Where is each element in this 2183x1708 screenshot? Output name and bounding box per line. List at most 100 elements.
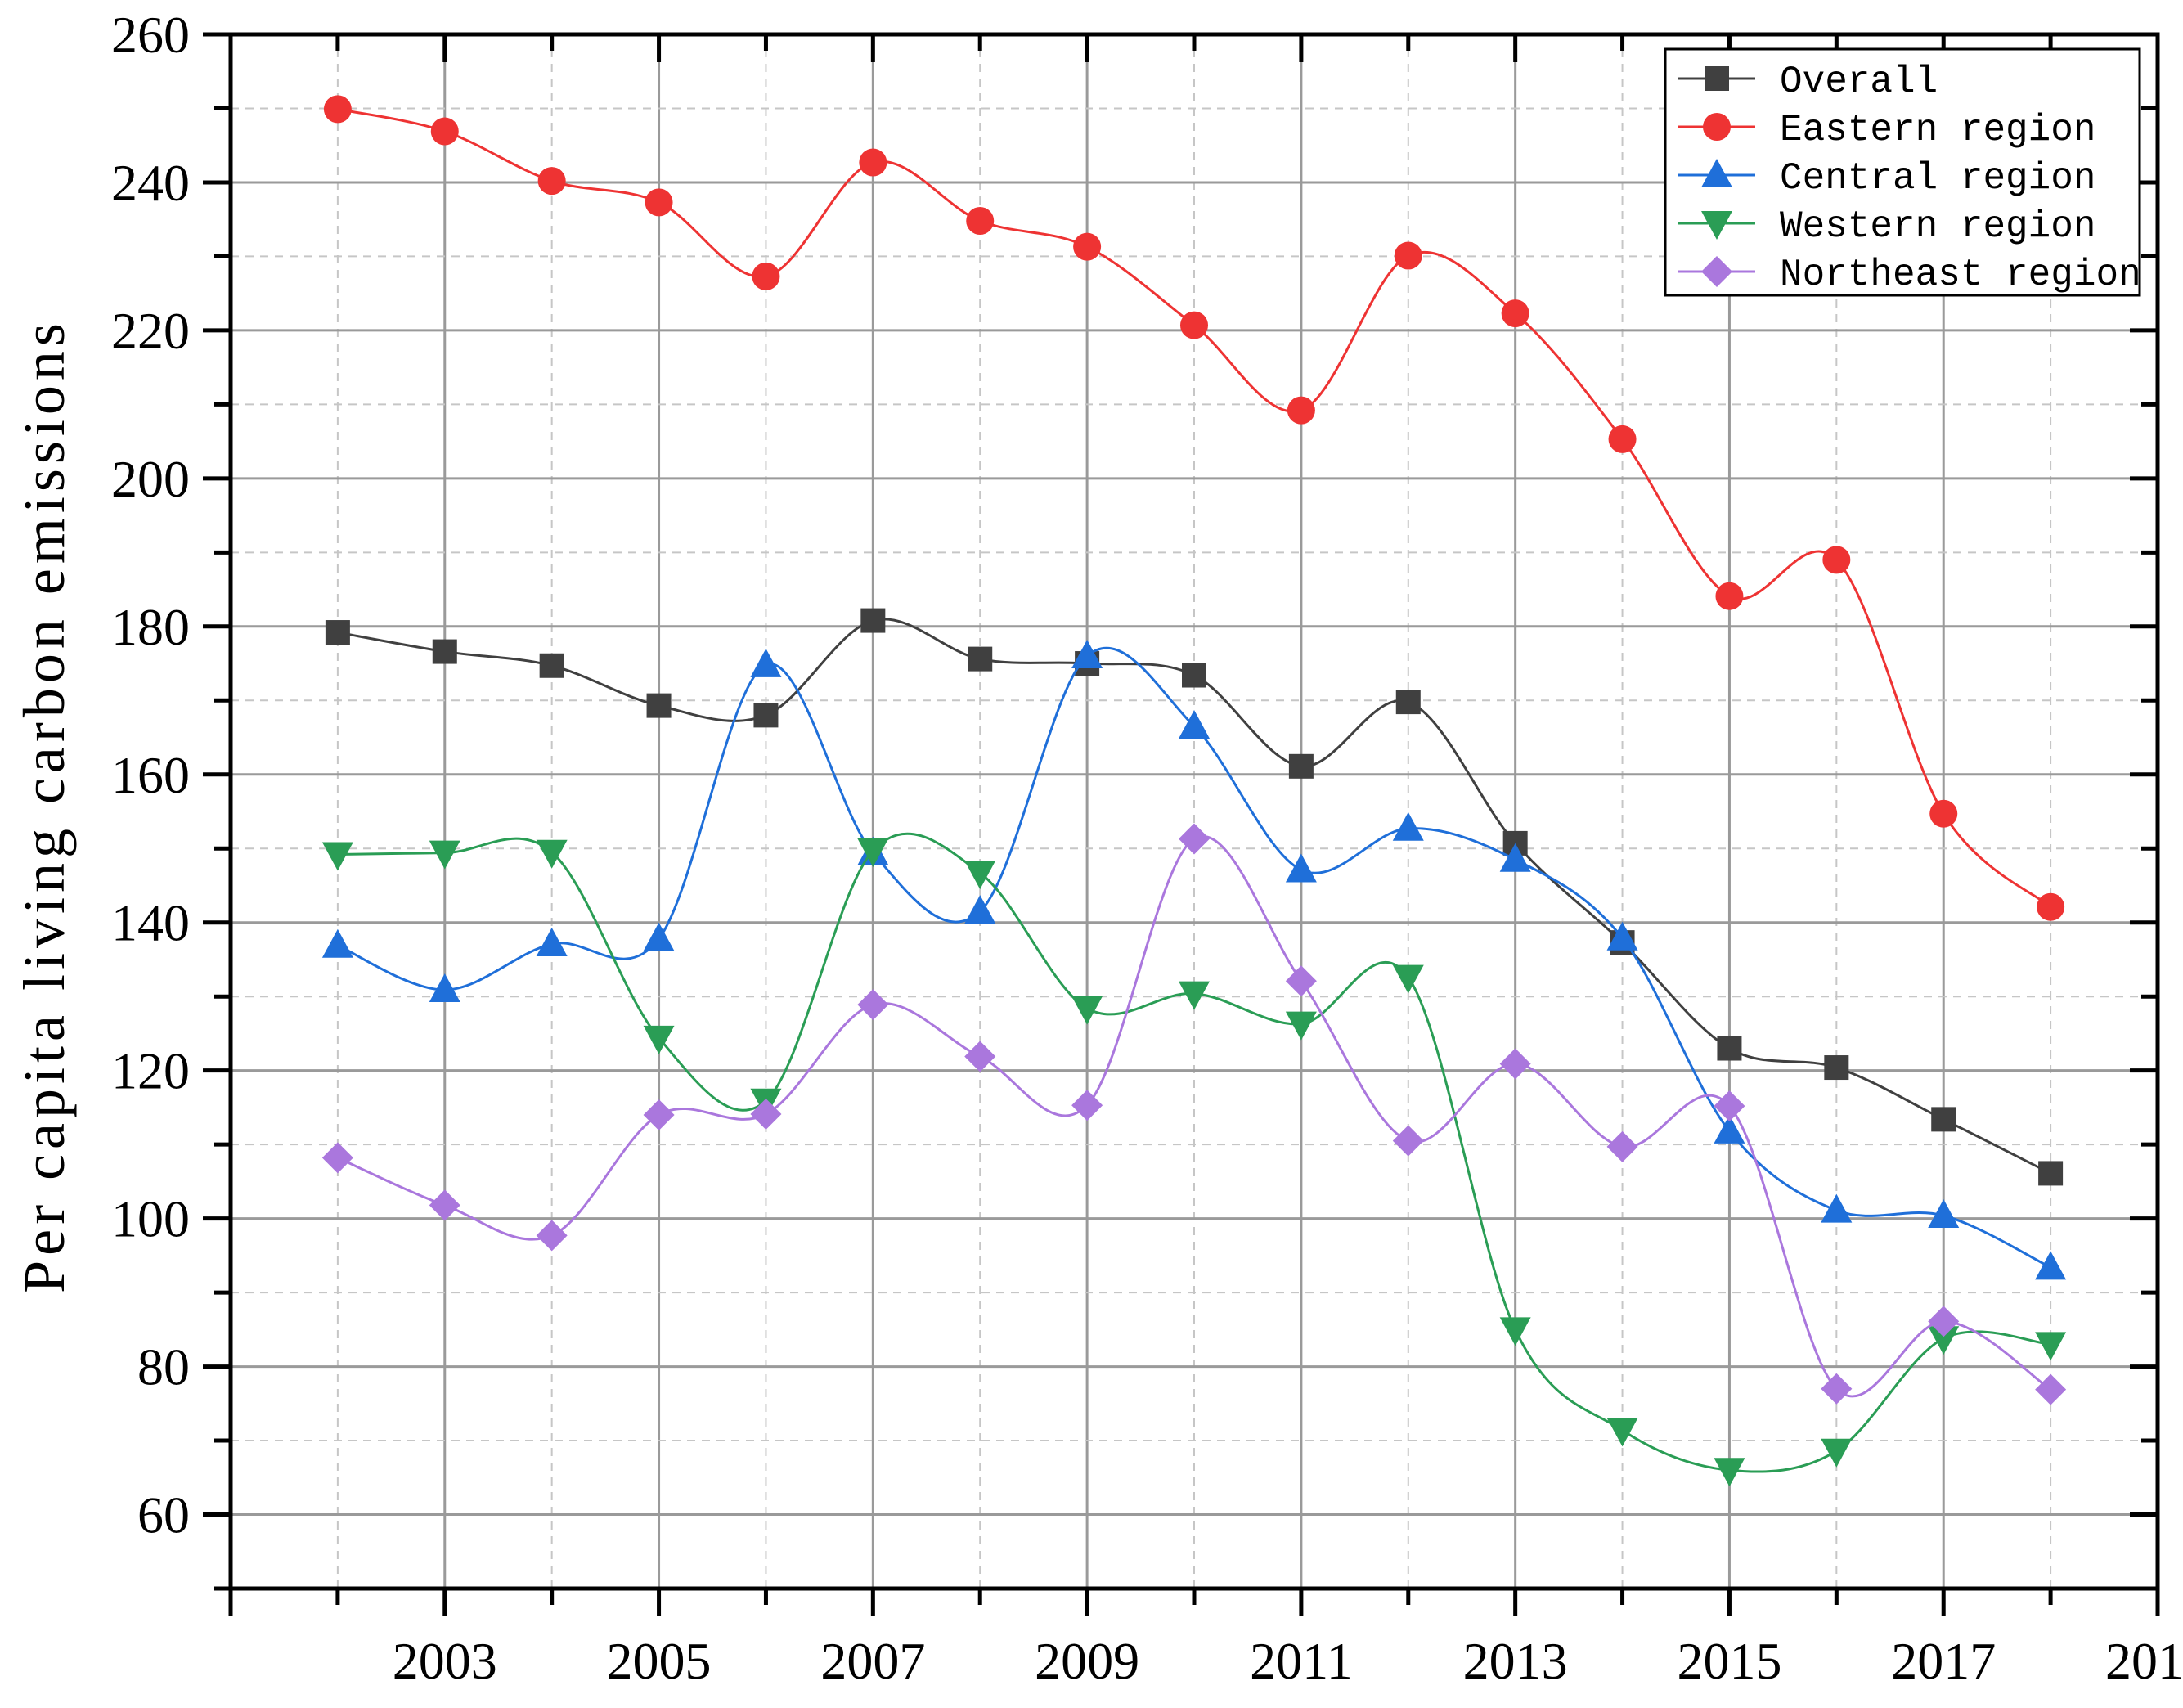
series-central-region [321,640,2067,1280]
data-point-eastern-region [323,95,352,124]
data-point-central-region [1179,709,1210,739]
legend-item-central-region: Central region [1678,157,2095,200]
data-point-central-region [750,648,782,677]
data-point-northeast-region [1606,1130,1638,1162]
data-point-overall [646,693,672,718]
data-point-central-region [1392,811,1424,841]
y-tick-label: 60 [137,1486,190,1544]
data-point-western-region [1606,1418,1638,1447]
data-point-western-region [429,840,460,870]
data-point-western-region [2035,1332,2067,1361]
data-point-northeast-region [1928,1306,1960,1337]
data-point-central-region [2035,1251,2067,1280]
data-point-central-region [1714,1114,1745,1144]
legend-marker-central-region [1701,159,1732,187]
data-point-central-region [1071,640,1103,668]
data-point-eastern-region [1073,232,1102,261]
legend-label: Central region [1780,157,2095,200]
y-tick-label: 140 [111,894,190,952]
series-eastern-region [323,95,2065,921]
data-point-overall [1824,1055,1849,1081]
data-point-central-region [536,927,568,956]
y-tick-label: 180 [111,598,190,656]
x-tick-label: 2005 [607,1632,712,1690]
y-tick-label: 220 [111,302,190,360]
data-point-eastern-region [1822,546,1851,574]
y-tick-label: 260 [111,6,190,64]
data-point-eastern-region [1929,799,1958,828]
series-overall [325,608,2064,1186]
y-tick-label: 200 [111,450,190,508]
data-point-western-region [1392,964,1424,994]
data-point-overall [968,646,993,672]
legend-item-western-region: Western region [1678,205,2095,248]
data-point-eastern-region [1715,582,1744,610]
data-point-eastern-region [1501,299,1529,328]
data-point-central-region [643,922,675,951]
data-point-eastern-region [1180,311,1208,339]
data-point-northeast-region [1179,823,1210,855]
data-point-central-region [1499,843,1531,872]
legend-marker-northeast-region [1701,256,1732,287]
data-point-western-region [1928,1326,1960,1355]
data-point-northeast-region [1499,1048,1531,1080]
y-tick-label: 160 [111,746,190,804]
data-point-northeast-region [1821,1373,1853,1405]
data-point-overall [753,703,779,728]
y-tick-label: 120 [111,1042,190,1100]
data-point-western-region [1285,1011,1317,1041]
data-point-northeast-region [1714,1090,1745,1122]
series-western-region [321,832,2067,1487]
legend-item-eastern-region: Eastern region [1678,109,2095,151]
x-tick-label: 2003 [393,1632,497,1690]
data-point-overall [1395,690,1421,715]
data-point-overall [2038,1161,2064,1186]
legend: Overall Eastern region Central region Weste… [1664,47,2141,297]
data-point-overall [1288,753,1314,779]
legend-label: Overall [1780,61,1938,103]
x-tick-label: 2009 [1035,1632,1139,1690]
x-tick-label: 2013 [1463,1632,1568,1690]
y-tick-label: 240 [111,154,190,212]
data-point-eastern-region [859,148,887,177]
data-point-western-region [536,839,568,869]
data-point-eastern-region [966,207,995,235]
legend-label: Northeast region [1780,254,2141,296]
data-point-central-region [964,895,996,924]
data-point-central-region [1285,853,1317,883]
x-tick-label: 2007 [820,1632,925,1690]
data-point-overall [1182,663,1206,688]
data-point-central-region [321,928,353,958]
data-point-northeast-region [750,1099,782,1130]
data-point-northeast-region [321,1142,353,1174]
y-axis-title: Per capita living carbon emissions [11,318,77,1293]
legend-label: Western region [1780,205,2095,248]
y-tick-label: 100 [111,1190,190,1248]
data-point-western-region [1499,1317,1531,1346]
data-point-eastern-region [752,262,780,290]
data-point-western-region [1071,996,1103,1025]
series-layer [321,95,2067,1487]
data-point-eastern-region [1394,241,1422,270]
data-point-northeast-region [643,1099,675,1130]
data-point-central-region [1821,1193,1853,1223]
data-point-central-region [429,973,460,1003]
data-point-northeast-region [429,1189,460,1221]
data-point-eastern-region [2037,892,2065,921]
legend-label: Eastern region [1780,109,2095,151]
data-point-western-region [1714,1458,1745,1487]
data-point-overall [432,639,457,664]
data-point-western-region [1821,1438,1853,1468]
data-point-western-region [964,861,996,890]
data-point-overall [1931,1107,1956,1132]
data-point-overall [1717,1036,1742,1061]
data-point-overall [539,653,564,678]
x-tick-label: 2019 [2105,1632,2183,1690]
data-point-central-region [1606,921,1638,951]
legend-item-northeast-region: Northeast region [1678,254,2141,296]
data-point-overall [860,608,886,633]
legend-marker-eastern-region [1703,113,1731,141]
legend-marker-overall [1705,66,1729,91]
data-point-western-region [321,842,353,871]
